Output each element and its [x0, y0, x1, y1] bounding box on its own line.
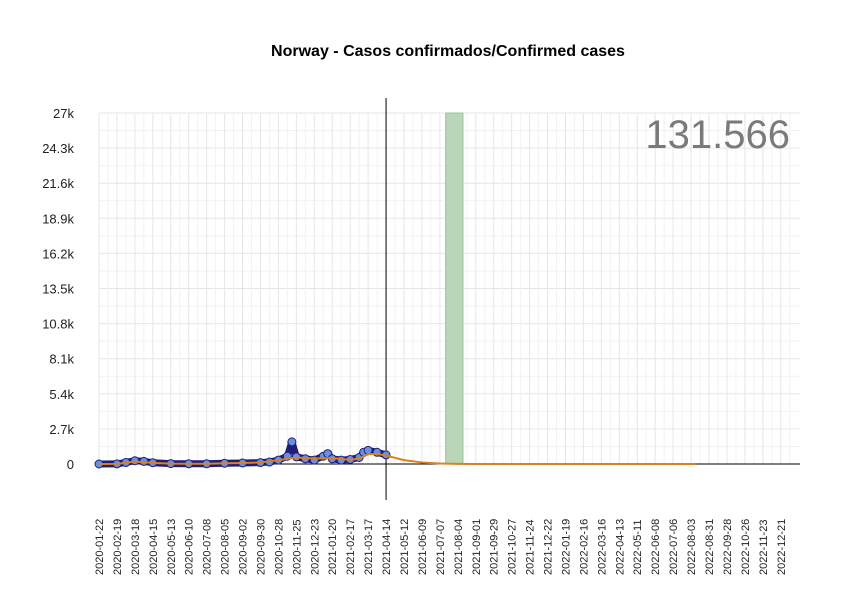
- y-tick-label: 0: [67, 457, 74, 472]
- x-tick-label: 2021-11-24: [525, 520, 537, 575]
- x-tick-label: 2020-12-23: [309, 519, 321, 575]
- x-tick-label: 2022-04-13: [614, 519, 626, 575]
- x-tick-label: 2021-12-22: [543, 519, 555, 575]
- total-cases-label: 131.566: [645, 113, 790, 157]
- y-tick-label: 24.3k: [42, 141, 74, 156]
- x-tick-label: 2022-01-19: [560, 519, 572, 575]
- trend-line: [98, 452, 696, 465]
- y-tick-label: 10.8k: [42, 317, 74, 332]
- x-tick-label: 2021-07-07: [435, 519, 447, 575]
- x-tick-label: 2022-07-06: [668, 519, 680, 575]
- x-tick-label: 2021-03-17: [363, 519, 375, 575]
- x-tick-label: 2020-08-05: [220, 519, 232, 575]
- x-tick-label: 2022-08-03: [686, 519, 698, 575]
- x-tick-label: 2021-06-09: [417, 519, 429, 575]
- x-tick-label: 2020-04-15: [148, 519, 160, 575]
- x-tick-label: 2020-01-22: [94, 519, 106, 575]
- x-tick-label: 2020-06-10: [184, 519, 196, 575]
- x-tick-label: 2020-02-19: [112, 519, 124, 575]
- x-tick-label: 2021-09-29: [489, 519, 501, 575]
- x-tick-labels: 2020-01-22 2020-02-19 2020-03-18 2020-04-15…: [94, 519, 788, 575]
- y-tick-label: 16.2k: [42, 246, 74, 261]
- y-tick-label: 13.5k: [42, 282, 74, 297]
- y-tick-label: 27k: [53, 106, 74, 121]
- y-tick-label: 8.1k: [49, 352, 74, 367]
- y-tick-label: 21.6k: [42, 176, 74, 191]
- x-tick-label: 2022-11-23: [758, 520, 770, 575]
- x-tick-label: 2022-06-08: [650, 519, 662, 575]
- y-tick-label: 2.7k: [49, 422, 74, 437]
- data-point: [287, 437, 297, 447]
- x-tick-label: 2022-10-26: [740, 519, 752, 575]
- series-layer: [94, 437, 696, 469]
- x-tick-label: 2022-12-21: [776, 519, 788, 575]
- highlight-band: [445, 112, 464, 465]
- chart-title: Norway - Casos confirmados/Confirmed cas…: [271, 43, 625, 60]
- data-point: [309, 455, 319, 465]
- x-tick-label: 2022-08-31: [704, 519, 716, 575]
- x-tick-label: 2021-10-27: [507, 519, 519, 575]
- x-tick-label: 2022-03-16: [596, 519, 608, 575]
- x-tick-label: 2021-04-14: [381, 519, 393, 575]
- y-tick-label: 5.4k: [49, 387, 74, 402]
- x-tick-label: 2020-10-28: [273, 519, 285, 575]
- x-tick-label: 2020-11-25: [291, 520, 303, 575]
- x-tick-label: 2022-05-11: [632, 520, 644, 575]
- y-tick-labels: 0 2.7k 5.4k 8.1k 10.8k 13.5k 16.2k 18.9k 21.6k 24…: [42, 106, 74, 472]
- y-tick-label: 18.9k: [42, 211, 74, 226]
- x-tick-label: 2022-02-16: [578, 519, 590, 575]
- x-tick-label: 2021-02-17: [345, 519, 357, 575]
- x-tick-label: 2020-09-02: [238, 519, 250, 575]
- highlight-band-layer: [445, 112, 464, 465]
- x-tick-label: 2020-05-13: [166, 519, 178, 575]
- x-tick-label: 2021-09-01: [471, 519, 483, 575]
- x-tick-label: 2021-01-20: [327, 519, 339, 575]
- x-tick-label: 2020-09-30: [255, 519, 267, 575]
- x-tick-label: 2021-08-04: [453, 519, 465, 575]
- x-tick-label: 2020-03-18: [130, 519, 142, 575]
- x-tick-label: 2022-09-28: [722, 519, 734, 575]
- x-tick-label: 2020-07-08: [202, 519, 214, 575]
- x-tick-label: 2021-05-12: [399, 519, 411, 575]
